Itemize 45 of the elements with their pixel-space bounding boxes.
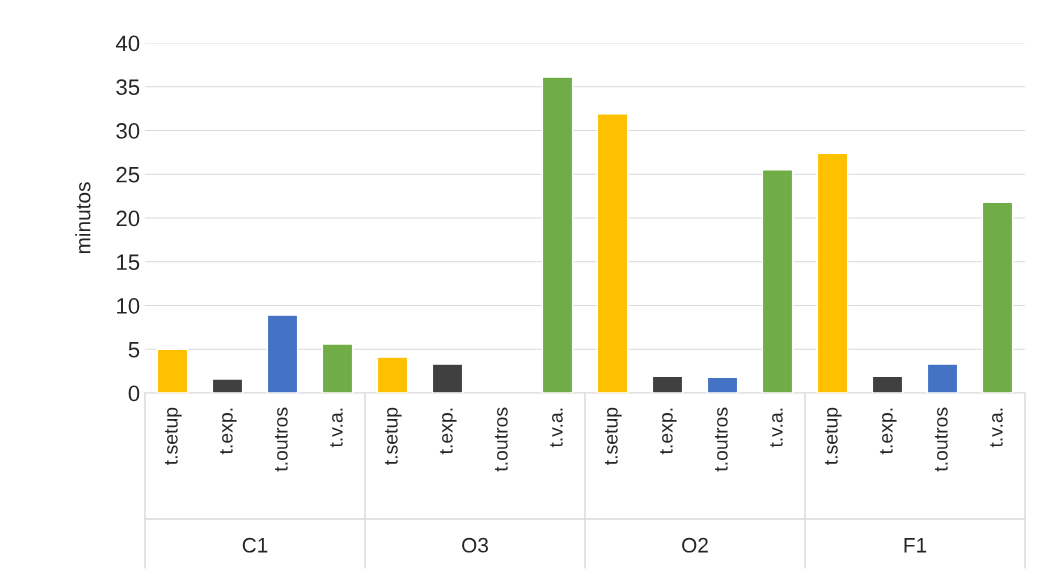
x-tick-label: t.outros (274, 407, 288, 472)
y-tick-label: 5 (128, 342, 140, 358)
y-tick-label: 0 (128, 385, 140, 402)
bar (706, 376, 739, 393)
x-tick-label: t.v.a. (329, 408, 343, 448)
bar (871, 375, 904, 393)
x-tick-label: t.outros (494, 407, 508, 472)
y-tick-label: 20 (116, 210, 140, 227)
x-tick-label: t.setup (384, 407, 402, 465)
bar (266, 314, 299, 393)
text: O2 (682, 537, 708, 553)
y-tick-label: 10 (117, 298, 140, 314)
bar (431, 363, 464, 393)
bar (651, 375, 684, 393)
y-tick-label: 35 (116, 79, 140, 96)
bar (981, 201, 1014, 393)
bar (156, 348, 189, 393)
bar (541, 76, 574, 393)
text: O3 (462, 537, 488, 553)
bar (211, 378, 244, 393)
text: C1 (242, 537, 268, 553)
bar (376, 356, 409, 393)
bar (926, 363, 959, 393)
y-axis-title: minutos (75, 182, 91, 254)
bar (761, 169, 794, 393)
x-tick-label: t.exp. (879, 408, 897, 455)
x-tick-label: t.exp. (219, 408, 237, 455)
text: F1 (904, 538, 927, 553)
x-tick-label: t.setup (604, 407, 622, 465)
bar (816, 152, 849, 393)
x-tick-label: t.exp. (659, 408, 677, 455)
x-tick-label: t.v.a. (549, 408, 563, 448)
bar (596, 113, 629, 393)
x-tick-label: t.outros (934, 407, 948, 472)
x-tick-label: t.setup (164, 407, 182, 465)
bar (321, 343, 354, 393)
x-tick-label: t.v.a. (989, 408, 1003, 448)
x-tick-label: t.outros (714, 407, 728, 472)
y-tick-label: 15 (117, 254, 140, 271)
y-tick-label: 25 (116, 166, 140, 183)
x-tick-label: t.exp. (439, 408, 457, 455)
x-tick-label: t.v.a. (769, 408, 783, 448)
y-tick-label: 40 (115, 35, 140, 52)
x-tick-label: t.setup (824, 407, 842, 465)
y-tick-label: 30 (116, 123, 140, 139)
